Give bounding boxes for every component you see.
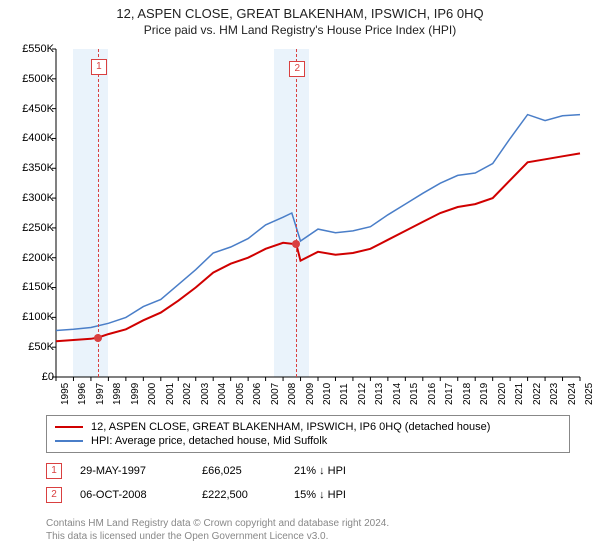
plot-region: 12 (56, 49, 580, 377)
x-tick-label: 2016 (427, 383, 438, 405)
x-tick-label: 2001 (165, 383, 176, 405)
x-tick-label: 1995 (60, 383, 71, 405)
legend-swatch (55, 426, 83, 428)
legend-item: 12, ASPEN CLOSE, GREAT BLAKENHAM, IPSWIC… (55, 420, 561, 434)
y-tick-label: £0 (10, 371, 54, 383)
footer-line-2: This data is licensed under the Open Gov… (46, 530, 570, 544)
event-vline (296, 49, 297, 377)
x-tick-label: 2004 (217, 383, 228, 405)
x-tick-label: 2020 (497, 383, 508, 405)
x-tick-label: 2011 (339, 383, 350, 405)
x-tick-label: 2019 (479, 383, 490, 405)
event-marker-2: 2 (46, 487, 62, 503)
event-date: 29-MAY-1997 (80, 465, 184, 477)
event-date: 06-OCT-2008 (80, 489, 184, 501)
event-dot (94, 334, 102, 342)
y-tick-label: £350K (10, 162, 54, 174)
event-price: £66,025 (202, 465, 276, 477)
legend-label: HPI: Average price, detached house, Mid … (91, 435, 327, 447)
x-tick-label: 1999 (130, 383, 141, 405)
series-price_paid (56, 153, 580, 341)
x-tick-label: 2000 (147, 383, 158, 405)
footer-line-1: Contains HM Land Registry data © Crown c… (46, 517, 570, 531)
footer: Contains HM Land Registry data © Crown c… (46, 517, 570, 544)
x-tick-label: 2013 (374, 383, 385, 405)
x-tick-label: 2009 (305, 383, 316, 405)
x-tick-label: 2002 (182, 383, 193, 405)
x-tick-label: 2021 (514, 383, 525, 405)
chart-subtitle: Price paid vs. HM Land Registry's House … (0, 23, 600, 41)
x-tick-label: 2010 (322, 383, 333, 405)
x-tick-label: 2017 (444, 383, 455, 405)
y-tick-label: £200K (10, 252, 54, 264)
x-tick-label: 2023 (549, 383, 560, 405)
x-tick-label: 2025 (584, 383, 595, 405)
event-row: 2 06-OCT-2008 £222,500 15% ↓ HPI (46, 483, 570, 507)
event-marker-1: 1 (46, 463, 62, 479)
chart-area: £0 £50K £100K £150K £200K £250K £300K £350K £400… (10, 41, 590, 411)
legend-item: HPI: Average price, detached house, Mid … (55, 434, 561, 448)
y-tick-label: £300K (10, 192, 54, 204)
x-tick-label: 2008 (287, 383, 298, 405)
y-tick-label: £250K (10, 222, 54, 234)
series-hpi (56, 114, 580, 330)
x-tick-label: 2018 (462, 383, 473, 405)
event-marker-1: 1 (91, 59, 107, 75)
x-tick-label: 1996 (77, 383, 88, 405)
y-tick-label: £400K (10, 132, 54, 144)
x-tick-label: 2024 (567, 383, 578, 405)
x-tick-label: 2014 (392, 383, 403, 405)
event-hpi: 21% ↓ HPI (294, 465, 346, 477)
event-dot (292, 240, 300, 248)
event-row: 1 29-MAY-1997 £66,025 21% ↓ HPI (46, 459, 570, 483)
y-tick-label: £100K (10, 311, 54, 323)
x-tick-label: 2005 (235, 383, 246, 405)
x-tick-label: 2003 (200, 383, 211, 405)
event-table: 1 29-MAY-1997 £66,025 21% ↓ HPI 2 06-OCT… (46, 459, 570, 507)
event-hpi: 15% ↓ HPI (294, 489, 346, 501)
y-tick-label: £500K (10, 73, 54, 85)
legend-swatch (55, 440, 83, 442)
y-tick-label: £550K (10, 43, 54, 55)
x-tick-label: 1997 (95, 383, 106, 405)
x-tick-label: 2022 (532, 383, 543, 405)
y-tick-label: £50K (10, 341, 54, 353)
y-tick-label: £450K (10, 103, 54, 115)
x-tick-label: 2015 (409, 383, 420, 405)
event-marker-2: 2 (289, 61, 305, 77)
x-tick-label: 2006 (252, 383, 263, 405)
legend-label: 12, ASPEN CLOSE, GREAT BLAKENHAM, IPSWIC… (91, 421, 490, 433)
x-tick-label: 2007 (270, 383, 281, 405)
y-tick-label: £150K (10, 281, 54, 293)
chart-title: 12, ASPEN CLOSE, GREAT BLAKENHAM, IPSWIC… (0, 0, 600, 23)
event-price: £222,500 (202, 489, 276, 501)
legend: 12, ASPEN CLOSE, GREAT BLAKENHAM, IPSWIC… (46, 415, 570, 453)
x-tick-label: 1998 (112, 383, 123, 405)
event-vline (98, 49, 99, 377)
x-tick-label: 2012 (357, 383, 368, 405)
